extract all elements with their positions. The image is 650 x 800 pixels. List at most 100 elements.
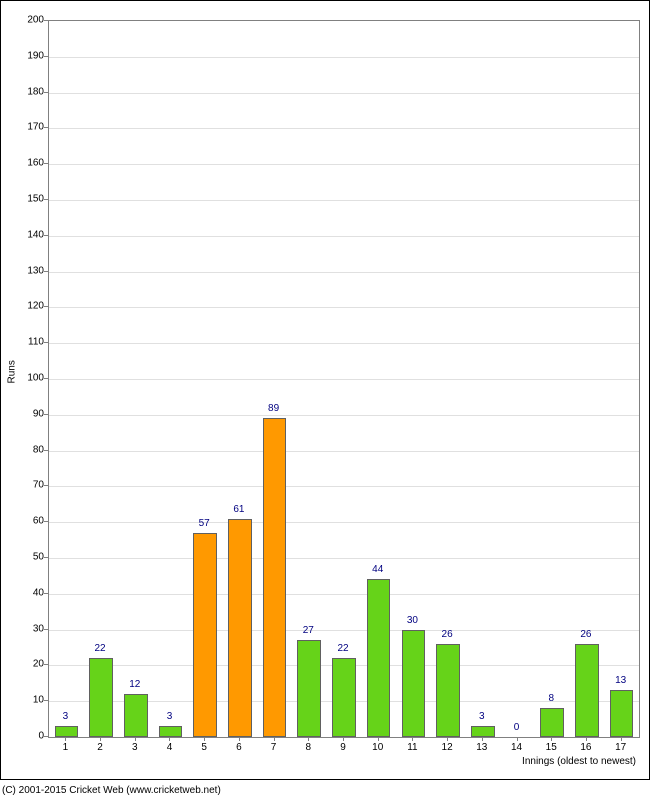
y-tick-label: 40	[33, 587, 44, 598]
bar-value-label: 12	[129, 679, 140, 690]
bar-value-label: 3	[167, 711, 173, 722]
gridline	[49, 451, 639, 452]
x-tick-label: 2	[97, 742, 103, 753]
bar-value-label: 0	[514, 722, 520, 733]
gridline	[49, 343, 639, 344]
y-tick	[44, 306, 48, 307]
bar-value-label: 44	[372, 564, 383, 575]
y-tick-label: 90	[33, 408, 44, 419]
x-tick	[169, 737, 170, 741]
y-axis-title: Runs	[7, 360, 18, 383]
x-tick	[447, 737, 448, 741]
bar-value-label: 26	[580, 629, 591, 640]
bar-value-label: 30	[407, 615, 418, 626]
y-tick	[44, 664, 48, 665]
x-tick-label: 8	[306, 742, 312, 753]
y-tick	[44, 700, 48, 701]
x-tick-label: 10	[372, 742, 383, 753]
x-tick	[412, 737, 413, 741]
bar	[89, 658, 113, 737]
y-tick-label: 140	[27, 229, 44, 240]
gridline	[49, 128, 639, 129]
y-tick-label: 0	[38, 731, 44, 742]
bar	[367, 579, 391, 737]
gridline	[49, 630, 639, 631]
gridline	[49, 200, 639, 201]
y-tick	[44, 557, 48, 558]
bar	[55, 726, 79, 737]
y-tick-label: 190	[27, 50, 44, 61]
gridline	[49, 522, 639, 523]
y-tick-label: 70	[33, 480, 44, 491]
gridline	[49, 307, 639, 308]
gridline	[49, 486, 639, 487]
gridline	[49, 379, 639, 380]
gridline	[49, 415, 639, 416]
y-tick-label: 20	[33, 659, 44, 670]
chart-container: Runs Innings (oldest to newest) (C) 2001…	[0, 0, 650, 800]
y-tick-label: 200	[27, 15, 44, 26]
y-tick-label: 160	[27, 158, 44, 169]
x-tick	[204, 737, 205, 741]
bar-value-label: 13	[615, 675, 626, 686]
y-tick	[44, 414, 48, 415]
y-tick	[44, 56, 48, 57]
x-tick-label: 11	[407, 742, 417, 753]
x-tick	[308, 737, 309, 741]
x-tick	[586, 737, 587, 741]
bar-value-label: 61	[233, 504, 244, 515]
y-tick-label: 10	[33, 695, 44, 706]
y-tick-label: 130	[27, 265, 44, 276]
y-tick	[44, 271, 48, 272]
y-tick-label: 30	[33, 623, 44, 634]
x-tick	[621, 737, 622, 741]
y-tick	[44, 521, 48, 522]
x-tick-label: 14	[511, 742, 522, 753]
x-tick-label: 7	[271, 742, 277, 753]
bar	[471, 726, 495, 737]
bar-value-label: 26	[442, 629, 453, 640]
bar	[297, 640, 321, 737]
bar	[402, 630, 426, 737]
x-tick-label: 6	[236, 742, 242, 753]
x-tick	[343, 737, 344, 741]
gridline	[49, 164, 639, 165]
y-tick	[44, 629, 48, 630]
x-tick	[239, 737, 240, 741]
y-tick-label: 80	[33, 444, 44, 455]
y-tick	[44, 593, 48, 594]
bar-value-label: 57	[199, 518, 210, 529]
y-tick-label: 170	[27, 122, 44, 133]
bar	[193, 533, 217, 737]
gridline	[49, 93, 639, 94]
gridline	[49, 236, 639, 237]
y-tick	[44, 235, 48, 236]
x-axis-title: Innings (oldest to newest)	[522, 756, 636, 767]
y-tick	[44, 20, 48, 21]
y-tick-label: 50	[33, 552, 44, 563]
bar-value-label: 27	[303, 625, 314, 636]
y-tick	[44, 485, 48, 486]
x-tick-label: 5	[201, 742, 207, 753]
x-tick-label: 1	[63, 742, 69, 753]
bar	[263, 418, 287, 737]
x-tick	[100, 737, 101, 741]
x-tick-label: 4	[167, 742, 173, 753]
bar-value-label: 22	[337, 643, 348, 654]
copyright-text: (C) 2001-2015 Cricket Web (www.cricketwe…	[2, 785, 221, 796]
x-tick	[378, 737, 379, 741]
y-tick	[44, 199, 48, 200]
gridline	[49, 57, 639, 58]
x-tick	[135, 737, 136, 741]
y-tick	[44, 342, 48, 343]
bar	[124, 694, 148, 737]
y-tick-label: 150	[27, 194, 44, 205]
x-tick-label: 16	[580, 742, 591, 753]
bar	[540, 708, 564, 737]
x-tick	[482, 737, 483, 741]
gridline	[49, 272, 639, 273]
y-tick-label: 110	[28, 337, 44, 348]
y-tick	[44, 378, 48, 379]
bar	[610, 690, 634, 737]
bar	[159, 726, 183, 737]
